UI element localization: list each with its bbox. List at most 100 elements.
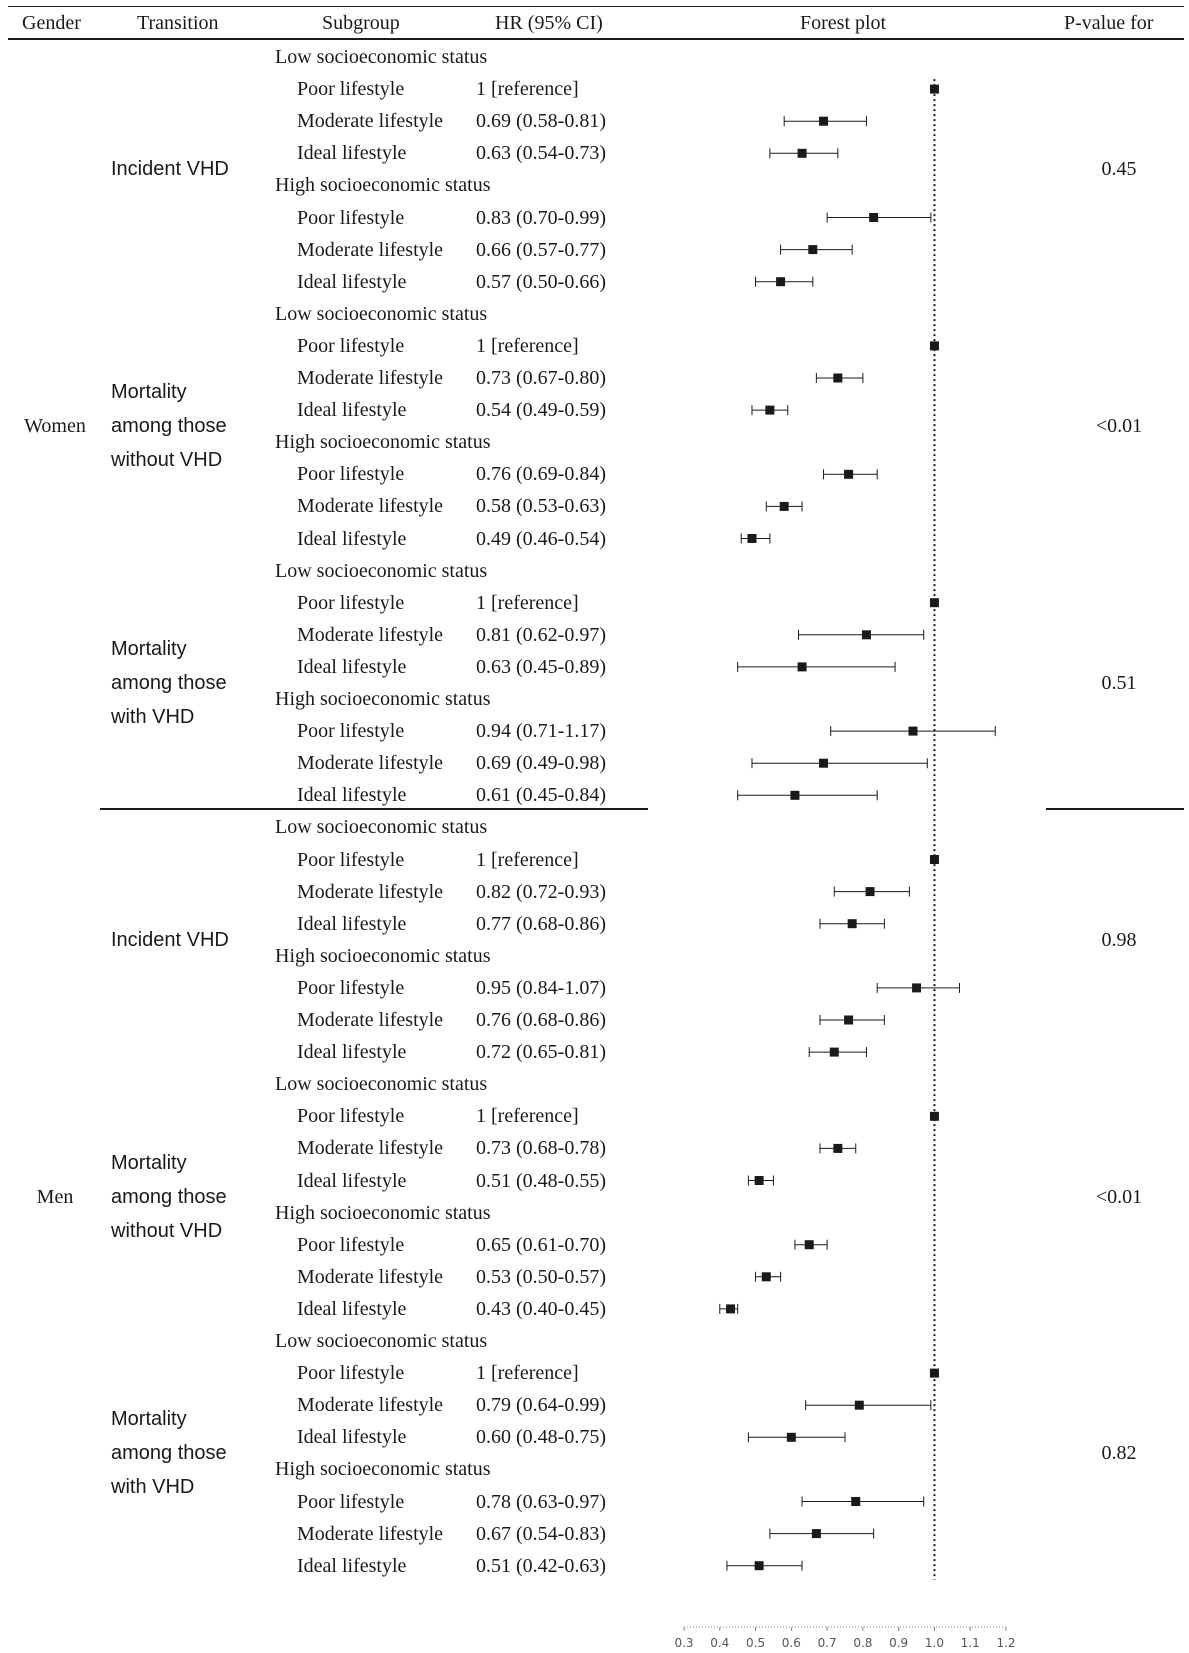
hr-point [851,1497,861,1506]
ses-group-label: Low socioeconomic status [275,559,488,582]
ses-group-label: High socioeconomic status [275,1458,491,1481]
subgroup-label: Ideal lifestyle [297,1554,407,1577]
hr-point [819,758,829,768]
hr-point [844,469,854,479]
hr-point [808,245,818,255]
p-value: 0.98 [1101,928,1137,951]
p-value: 0.82 [1101,1442,1137,1465]
transition-label: Mortality [111,1408,187,1431]
hr-ci-text: 0.53 (0.50-0.57) [476,1265,606,1288]
x-tick-label: 1.1 [961,1636,980,1650]
header-gender: Gender [22,12,81,34]
hr-ci-text: 1 [reference] [476,78,579,101]
ses-group-label: High socioeconomic status [275,1201,491,1224]
hr-point [844,1015,854,1025]
hr-point [929,598,939,608]
subgroup-label: Moderate lifestyle [297,367,444,389]
hr-ci-text: 0.43 (0.40-0.45) [476,1297,606,1320]
subgroup-label: Moderate lifestyle [297,623,444,646]
hr-point [929,1368,939,1378]
hr-ci-text: 0.51 (0.42-0.63) [476,1554,606,1577]
hr-ci-text: 0.76 (0.68-0.86) [476,1009,606,1031]
hr-ci-text: 0.67 (0.54-0.83) [476,1522,606,1545]
hr-point [747,534,757,543]
p-value: <0.01 [1095,1185,1143,1208]
x-tick-label: 0.7 [818,1636,837,1650]
hr-ci-text: 1 [reference] [476,848,579,871]
subgroup-label: Poor lifestyle [297,848,405,871]
x-tick-label: 0.9 [889,1636,908,1650]
subgroup-label: Poor lifestyle [297,78,405,101]
ses-group-label: High socioeconomic status [275,174,491,197]
hr-point [786,1432,796,1442]
hr-ci-text: 0.66 (0.57-0.77) [476,238,606,261]
hr-point [861,630,871,640]
hr-ci-text: 0.79 (0.64-0.99) [476,1394,606,1417]
x-tick-label: 1.0 [925,1636,944,1650]
ses-group-label: Low socioeconomic status [275,1073,488,1096]
p-value: <0.01 [1095,415,1143,438]
header-forest-plot: Forest plot [800,12,887,34]
hr-point [912,983,922,993]
hr-point [833,1143,843,1153]
subgroup-label: Poor lifestyle [297,334,405,357]
subgroup-label: Ideal lifestyle [297,399,407,422]
header-transition: Transition [137,12,219,34]
subgroup-label: Moderate lifestyle [297,880,444,903]
hr-ci-text: 0.60 (0.48-0.75) [476,1426,606,1449]
hr-ci-text: 0.65 (0.61-0.70) [476,1233,606,1256]
hr-ci-text: 0.61 (0.45-0.84) [476,784,606,807]
ses-group-label: High socioeconomic status [275,688,491,710]
x-tick-label: 0.8 [853,1636,872,1650]
hr-ci-text: 0.63 (0.54-0.73) [476,142,606,165]
hr-ci-text: 0.73 (0.68-0.78) [476,1137,606,1160]
subgroup-label: Poor lifestyle [297,1233,405,1256]
hr-point [869,213,879,222]
ses-group-label: Low socioeconomic status [275,302,488,325]
hr-ci-text: 0.63 (0.45-0.89) [476,655,606,678]
hr-ci-text: 0.69 (0.58-0.81) [476,110,606,133]
hr-ci-text: 0.83 (0.70-0.99) [476,206,606,229]
gender-label: Women [24,415,86,438]
subgroup-label: Moderate lifestyle [297,1137,444,1160]
subgroup-label: Poor lifestyle [297,1362,405,1385]
hr-point [929,1111,939,1121]
ses-group-label: Low socioeconomic status [275,816,488,839]
hr-point [754,1561,764,1571]
subgroup-label: Ideal lifestyle [297,142,407,165]
hr-point [779,501,789,511]
hr-point [833,373,843,383]
subgroup-label: Ideal lifestyle [297,655,407,678]
hr-point [804,1240,814,1250]
subgroup-label: Moderate lifestyle [297,1009,444,1031]
subgroup-label: Moderate lifestyle [297,238,444,261]
hr-point [797,148,807,158]
gender-divider-left [100,808,648,810]
subgroup-label: Moderate lifestyle [297,752,444,775]
hr-point [829,1047,839,1057]
hr-point [765,405,775,415]
hr-point [865,887,875,897]
transition-label: without VHD [111,449,223,472]
ses-group-label: High socioeconomic status [275,431,491,454]
x-tick-label: 0.6 [782,1636,801,1650]
subgroup-label: Ideal lifestyle [297,784,407,807]
hr-ci-text: 0.72 (0.65-0.81) [476,1041,606,1064]
hr-ci-text: 0.51 (0.48-0.55) [476,1169,606,1192]
hr-point [811,1529,821,1539]
p-value: 0.45 [1101,158,1137,181]
hr-point [908,726,918,736]
hr-ci-text: 1 [reference] [476,591,579,614]
gender-divider-right [1046,808,1184,810]
hr-point [847,919,857,929]
subgroup-label: Ideal lifestyle [297,1041,407,1064]
hr-ci-text: 0.77 (0.68-0.86) [476,912,606,935]
subgroup-label: Ideal lifestyle [297,1297,407,1320]
x-tick-label: 0.5 [746,1636,765,1650]
transition-label: Incident VHD [111,928,229,951]
subgroup-label: Poor lifestyle [297,1105,405,1128]
hr-ci-text: 1 [reference] [476,334,579,357]
transition-label: without VHD [111,1219,223,1242]
